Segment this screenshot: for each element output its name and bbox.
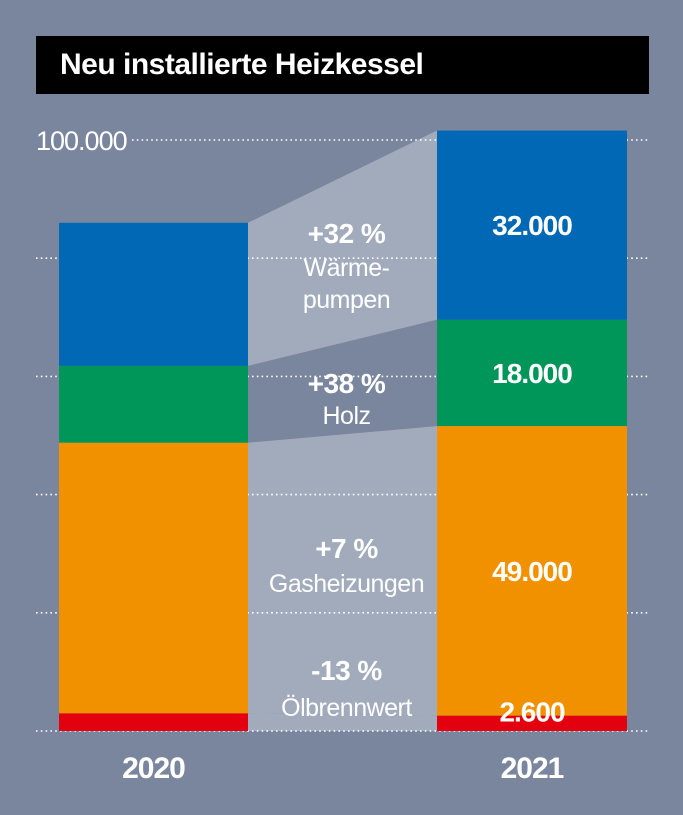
data-label-holz: 18.000 [492, 358, 572, 389]
x-tick-label: 2020 [122, 752, 185, 785]
chart-title-bar: Neu installierte Heizkessel [36, 36, 649, 94]
change-label-gas: Gasheizungen [269, 570, 424, 598]
bar-2020-holz [59, 365, 248, 443]
change-pct-waermepumpen: +32 % [308, 218, 386, 249]
band-gas [248, 426, 437, 716]
bar-2020-waermepumpen [59, 222, 248, 366]
change-label-waermepumpen: pumpen [303, 286, 390, 314]
bar-2021-oel [437, 715, 627, 731]
bar-2021-waermepumpen [437, 130, 627, 320]
change-label-oel: Ölbrennwert [281, 694, 412, 722]
change-label-waermepumpen: Wärme- [304, 254, 390, 282]
bar-2020-gas [59, 442, 248, 714]
bar-2020-oel [59, 713, 248, 731]
data-label-waermepumpen: 32.000 [492, 210, 572, 241]
change-pct-oel: -13 % [311, 655, 382, 686]
data-label-oel: 2.600 [499, 697, 564, 728]
bar-2021-gas [437, 426, 627, 716]
chart-title: Neu installierte Heizkessel [60, 48, 424, 81]
change-pct-gas: +7 % [315, 533, 378, 564]
data-label-gas: 49.000 [492, 556, 572, 587]
band-oel [248, 713, 437, 731]
change-pct-holz: +38 % [308, 368, 386, 399]
change-label-holz: Holz [322, 402, 370, 430]
x-tick-label: 2021 [501, 752, 564, 785]
band-waermepumpen [248, 130, 437, 366]
y-tick-label: 100.000 [36, 126, 127, 156]
bar-2021-holz [437, 319, 627, 427]
band-holz [248, 319, 437, 443]
